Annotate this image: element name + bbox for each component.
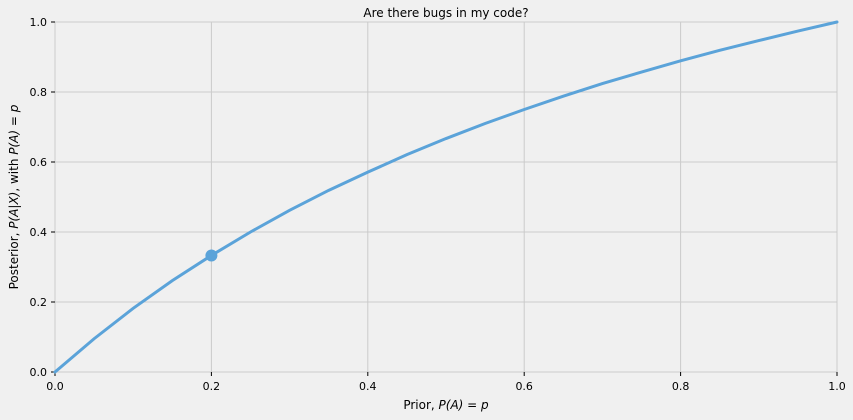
chart-title: Are there bugs in my code? [363,6,528,20]
y-axis-label-mid: , with [7,155,21,192]
y-tick-label-0: 0.0 [30,366,48,379]
x-tick-label-3: 0.6 [515,380,533,393]
grid [54,21,838,373]
x-tick-label-5: 1.0 [828,380,846,393]
prior-0.2-marker [205,249,218,262]
y-tick-label-3: 0.6 [30,156,48,169]
x-axis-label: Prior, P(A) = p [403,398,489,412]
y-tick-label-4: 0.8 [30,86,48,99]
y-axis-label: Posterior, P(A|X), with P(A) = p [7,104,21,289]
y-tick-label-5: 1.0 [30,16,48,29]
y-axis-label-prefix: Posterior, [7,229,21,290]
y-axis-ticks: 0.0 0.2 0.4 0.6 0.8 1.0 [30,16,55,379]
x-axis-label-prefix: Prior, [403,398,438,412]
x-axis-ticks: 0.0 0.2 0.4 0.6 0.8 1.0 [46,372,846,393]
x-tick-label-0: 0.0 [46,380,64,393]
x-tick-label-1: 0.2 [203,380,221,393]
y-axis-label-expr2: P(A) = p [7,104,21,154]
y-tick-label-1: 0.2 [30,296,48,309]
x-tick-label-4: 0.8 [672,380,690,393]
x-axis-label-expr: P(A) = p [439,398,489,412]
posterior-line [53,20,839,374]
x-tick-label-2: 0.4 [359,380,377,393]
y-axis-label-expr1: P(A|X) [7,192,21,229]
y-tick-label-2: 0.4 [30,226,48,239]
